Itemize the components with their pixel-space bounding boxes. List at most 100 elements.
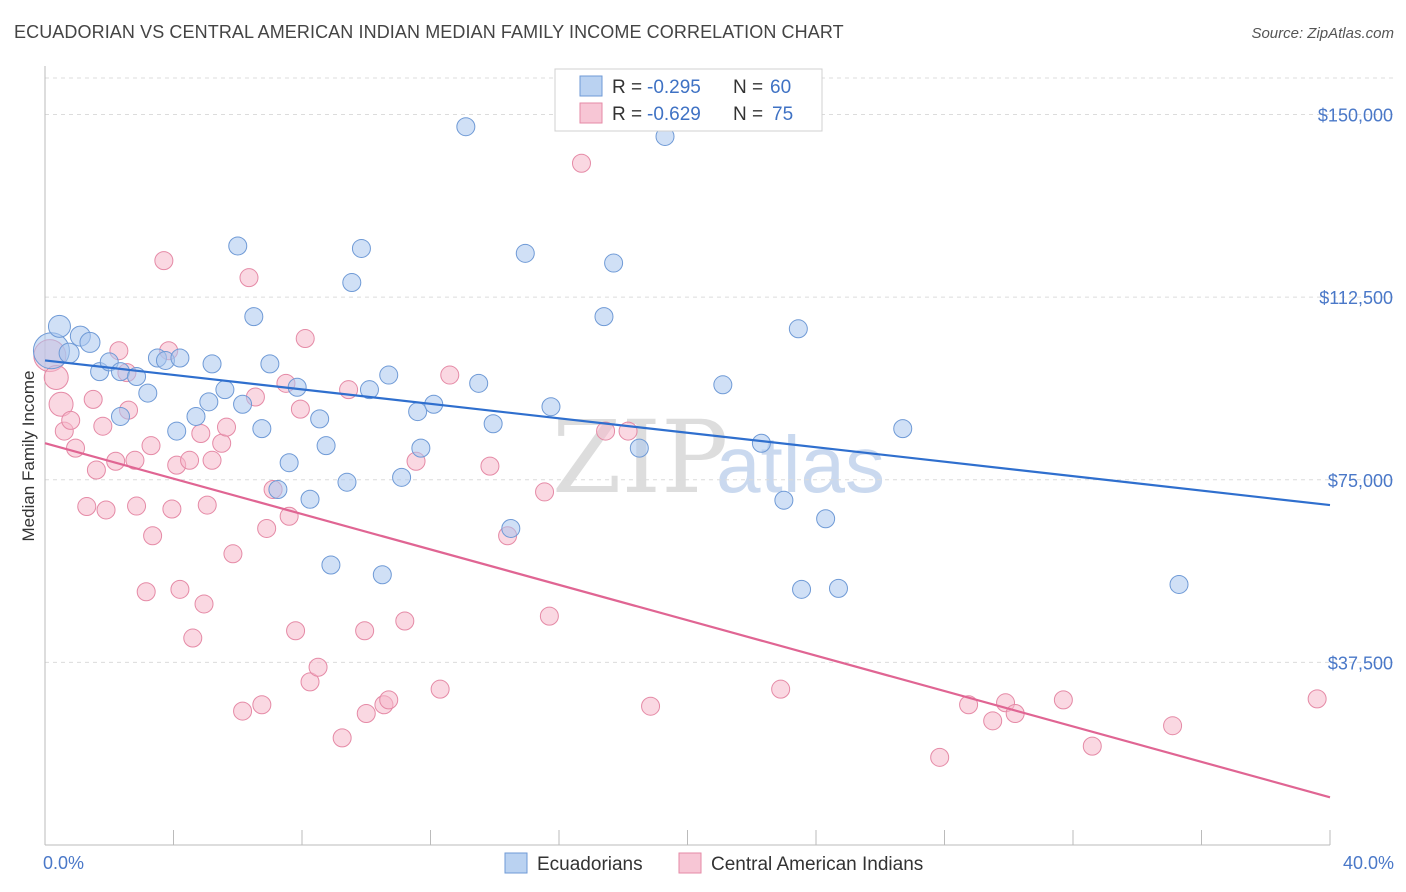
ecuadorian-point <box>483 414 503 434</box>
central-american-indians-point <box>286 621 306 641</box>
central-american-indians-point <box>1307 689 1327 709</box>
central-american-indians-point <box>77 497 97 517</box>
ecuadorian-point <box>713 375 733 395</box>
central-american-indians-point <box>290 399 310 419</box>
legend-r-label-ecuadorians: R = <box>612 77 642 98</box>
central-american-indians-point <box>1082 736 1102 756</box>
central-american-indians-point <box>356 704 376 724</box>
central-american-indians-point <box>308 657 328 677</box>
ecuadorian-point <box>58 342 80 364</box>
central-american-indians-point <box>539 606 559 626</box>
central-american-indians-point <box>212 433 232 453</box>
legend-swatch-central-american-indians <box>579 102 603 124</box>
ecuadorian-point <box>110 362 130 382</box>
central-american-indians-point <box>43 364 69 390</box>
ecuadorian-point <box>244 307 264 327</box>
central-american-indians-point <box>571 153 591 173</box>
central-american-indians-point <box>191 423 211 443</box>
correlation-legend: R = -0.295 N = 60 R = -0.629 N = 75 <box>554 68 823 132</box>
source-credit: Source: ZipAtlas.com <box>1251 25 1394 42</box>
central-american-indians-point <box>183 628 203 648</box>
ecuadorian-point <box>79 331 101 353</box>
central-american-indians-point <box>48 391 74 417</box>
y-tick-label: $112,500 <box>1319 288 1393 308</box>
ecuadorian-point <box>469 373 489 393</box>
central-american-indians-point <box>223 544 243 564</box>
watermark: ZIP atlas <box>552 399 885 516</box>
central-american-indians-point <box>233 701 253 721</box>
series-legend: Ecuadorians Central American Indians <box>504 852 923 875</box>
central-american-indians-point <box>154 251 174 271</box>
ecuadorian-point <box>167 421 187 441</box>
ecuadorian-point <box>379 365 399 385</box>
y-tick-label: $37,500 <box>1328 653 1393 673</box>
ecuadorian-point <box>215 380 235 400</box>
ecuadorian-point <box>138 383 158 403</box>
ecuadorian-point <box>47 314 71 338</box>
central-american-indians-point <box>535 482 555 502</box>
y-tick-label: $75,000 <box>1328 471 1393 491</box>
central-american-indians-point <box>125 450 145 470</box>
bottom-legend-label-ecuadorians: Ecuadorians <box>537 854 643 875</box>
central-american-indians-point <box>257 518 277 538</box>
series-ecuadorians <box>32 117 1189 599</box>
central-american-indians-point <box>83 389 103 409</box>
central-american-indians-point <box>252 695 272 715</box>
ecuadorian-point <box>629 438 649 458</box>
grid-lines <box>45 77 1394 663</box>
ecuadorian-point <box>351 238 371 258</box>
legend-r-label-central-american-indians: R = <box>612 104 642 125</box>
ecuadorian-point <box>411 438 431 458</box>
axes <box>44 66 1331 846</box>
ecuadorian-point <box>751 433 771 453</box>
bottom-legend-swatch-central-american-indians <box>678 852 702 874</box>
ecuadorian-point <box>186 406 206 426</box>
legend-n-value-ecuadorians: 60 <box>770 77 791 98</box>
x-tick-label-max: 40.0% <box>1343 853 1394 873</box>
ecuadorian-point <box>816 509 836 529</box>
legend-r-value-central-american-indians: -0.629 <box>647 104 701 125</box>
ecuadorian-point <box>774 490 794 510</box>
ecuadorian-point <box>359 380 379 400</box>
y-axis-label: Median Family Income <box>19 370 38 541</box>
ecuadorian-point <box>392 467 412 487</box>
central-american-indians-point <box>170 579 190 599</box>
ecuadorian-point <box>372 565 392 585</box>
ecuadorian-point <box>337 472 357 492</box>
legend-n-label-central-american-indians: N = <box>733 104 763 125</box>
central-american-indians-point <box>202 450 222 470</box>
ecuadorian-point <box>252 419 272 439</box>
legend-swatch-ecuadorians <box>579 75 603 97</box>
central-american-indians-point <box>1163 716 1183 736</box>
ecuadorian-point <box>541 397 561 417</box>
ecuadorian-point <box>408 402 428 422</box>
central-american-indians-point <box>983 711 1003 731</box>
central-american-indians-point <box>239 268 259 288</box>
ecuadorian-point <box>321 555 341 575</box>
legend-r-value-ecuadorians: -0.295 <box>647 77 701 98</box>
central-american-indians-point <box>379 690 399 710</box>
central-american-indians-point <box>430 679 450 699</box>
ecuadorian-point <box>342 273 362 293</box>
central-american-indians-point <box>1005 704 1025 724</box>
central-american-indians-point <box>395 611 415 631</box>
central-american-indians-point <box>596 421 616 441</box>
legend-n-value-central-american-indians: 75 <box>772 104 793 125</box>
ecuadorian-point <box>893 419 913 439</box>
central-american-indians-point <box>217 417 237 437</box>
central-american-indians-point <box>959 695 979 715</box>
central-american-indians-point <box>355 621 375 641</box>
central-american-indians-point <box>93 416 113 436</box>
ecuadorian-point <box>199 392 219 412</box>
x-tick-label-min: 0.0% <box>43 853 84 873</box>
central-american-indians-point <box>440 365 460 385</box>
central-american-indians-point <box>141 436 161 456</box>
central-american-indians-trend-line <box>44 442 1331 799</box>
central-american-indians-point <box>162 499 182 519</box>
ecuadorian-point <box>316 436 336 456</box>
legend-n-label-ecuadorians: N = <box>733 77 763 98</box>
central-american-indians-point <box>127 496 147 516</box>
ecuadorian-point <box>300 489 320 509</box>
central-american-indians-point <box>180 450 200 470</box>
